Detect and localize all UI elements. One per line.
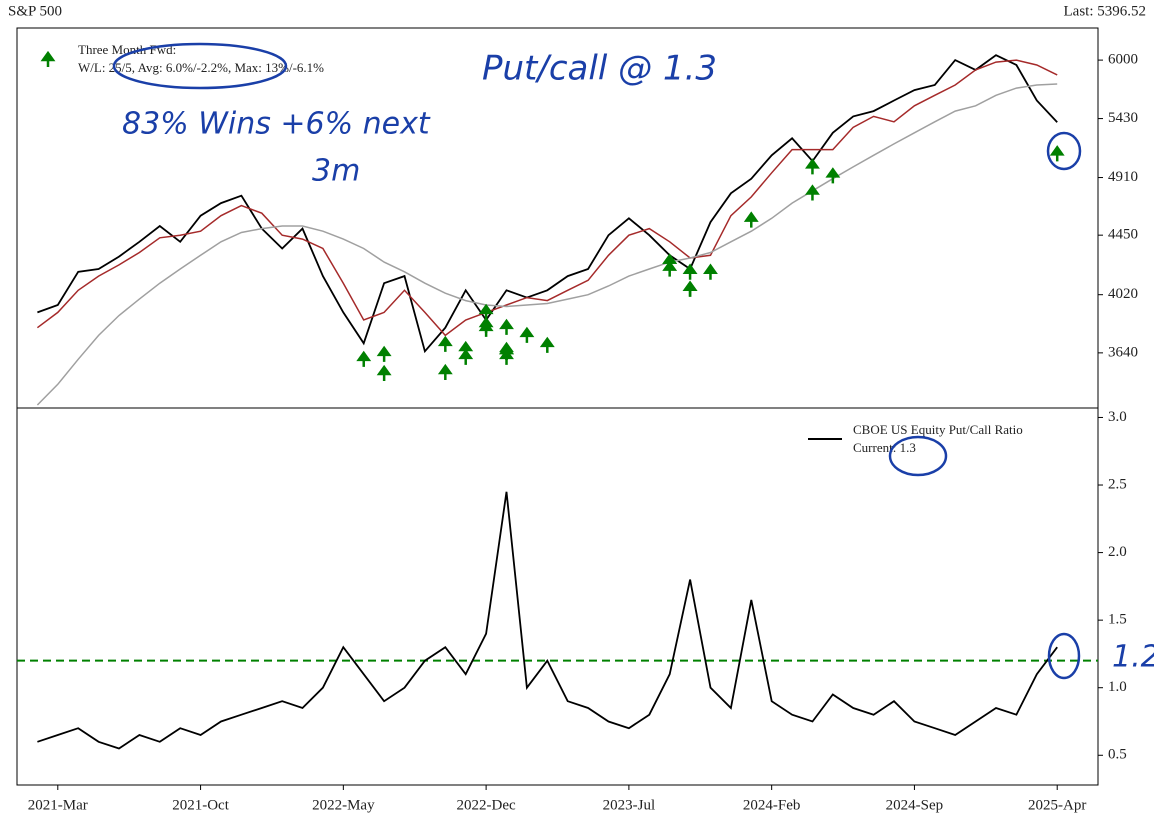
x-tick-label: 2024-Feb: [743, 797, 801, 813]
signal-arrow: [805, 184, 820, 201]
y-tick-label: 3640: [1108, 344, 1138, 360]
series-line: [36, 83, 1058, 406]
y-tick-label: 5430: [1108, 110, 1138, 126]
x-tick-label: 2023-Jul: [603, 797, 656, 813]
signal-arrow: [499, 318, 514, 335]
signal-arrow: [437, 335, 453, 352]
y-tick-label: 6000: [1108, 52, 1138, 68]
signal-arrow: [519, 326, 535, 343]
signal-arrow: [478, 303, 494, 320]
y-tick-label: 2.5: [1108, 476, 1127, 492]
x-tick-label: 2024-Sep: [886, 797, 944, 813]
x-tick-label: 2021-Mar: [28, 797, 88, 813]
signal-arrow: [682, 280, 698, 297]
series-line: [37, 491, 1058, 750]
hand-marks: [112, 42, 1082, 680]
signal-arrow: [743, 211, 759, 228]
y-tick-label: 3.0: [1108, 409, 1127, 425]
signal-arrow: [437, 363, 453, 381]
x-tick-label: 2022-May: [312, 797, 375, 813]
hand-note: Put/call @ 1.3: [482, 49, 717, 89]
signal-arrow: [805, 158, 820, 175]
y-tick-label: 2.0: [1108, 544, 1127, 560]
x-tick-label: 2025-Apr: [1028, 797, 1086, 813]
signal-arrow: [458, 340, 474, 357]
legend-label: CBOE US Equity Put/Call Ratio: [853, 422, 1023, 437]
hand-circle: [1047, 632, 1081, 680]
signal-arrow: [478, 316, 494, 333]
plots: 3640 4020 4450 4910 5430 6000 0.5 1.0 1.5 2.0 2.5 3…: [17, 52, 1138, 813]
last-price: Last: 5396.52: [1064, 3, 1147, 19]
signal-arrow: [376, 364, 392, 382]
y-tick-label: 4910: [1108, 169, 1138, 185]
y-tick-label: 1.0: [1108, 679, 1127, 695]
legend-arrow: [40, 50, 56, 67]
y-tick-label: 1.5: [1108, 612, 1127, 628]
hand-circle: [888, 435, 948, 477]
series-line: [37, 54, 1058, 354]
hand-note: 83% Wins +6% next: [122, 107, 431, 142]
signal-arrow: [539, 336, 555, 353]
chart-title: S&P 500: [8, 3, 62, 19]
signal-arrow: [682, 263, 698, 280]
y-tick-label: 0.5: [1108, 747, 1127, 763]
legend-title: Three Month Fwd:: [78, 42, 176, 57]
signal-arrow: [662, 253, 678, 270]
hand-circle: [112, 42, 288, 90]
signal-arrow: [825, 167, 841, 184]
x-tick-label: 2022-Dec: [457, 797, 516, 813]
x-tick-label: 2021-Oct: [172, 797, 229, 813]
legend-note: Current: 1.3: [853, 440, 916, 455]
series-line: [36, 59, 1058, 337]
signal-arrow: [376, 345, 392, 362]
hand-note: 3m: [312, 154, 360, 189]
hand-note: 1.2: [1112, 640, 1154, 675]
hand-circle: [1046, 131, 1082, 171]
signal-arrow: [1049, 145, 1065, 162]
bottom-panel: [16, 407, 1099, 786]
signal-arrow: [499, 343, 514, 360]
y-tick-label: 4450: [1108, 227, 1138, 243]
y-tick-label: 4020: [1108, 286, 1138, 302]
legend-stats: W/L: 25/5, Avg: 6.0%/-2.2%, Max: 13%/-6.…: [78, 60, 324, 75]
signal-arrow: [356, 350, 372, 367]
signal-arrow: [703, 263, 718, 280]
